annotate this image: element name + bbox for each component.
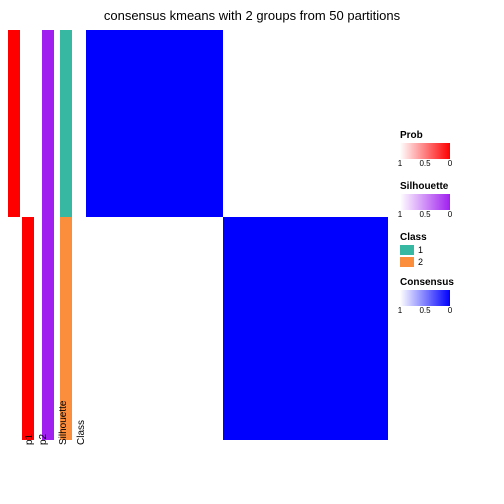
anno-seg bbox=[8, 217, 20, 440]
page-title: consensus kmeans with 2 groups from 50 p… bbox=[0, 8, 504, 23]
heatmap-block bbox=[86, 30, 223, 217]
legend-title: Consensus bbox=[400, 277, 500, 288]
legend-tick: 1 bbox=[398, 306, 402, 315]
legend-tick: 0 bbox=[448, 159, 452, 168]
legends-panel: Prob00.51Silhouette00.51Class12Consensus… bbox=[400, 130, 500, 328]
legend-gradient bbox=[400, 194, 450, 210]
legend-silhouette: Silhouette00.51 bbox=[400, 181, 500, 222]
anno-col-p2 bbox=[22, 30, 34, 440]
anno-seg bbox=[22, 30, 34, 217]
consensus-heatmap bbox=[86, 30, 388, 440]
x-axis-label: p2 bbox=[38, 434, 49, 445]
x-axis-label: Class bbox=[76, 420, 87, 445]
anno-col-silhouette bbox=[42, 30, 54, 440]
legend-tick: 1 bbox=[398, 210, 402, 219]
anno-seg bbox=[22, 217, 34, 440]
anno-col-class bbox=[60, 30, 72, 440]
legend-consensus: Consensus00.51 bbox=[400, 277, 500, 318]
anno-seg bbox=[42, 30, 54, 440]
x-axis-label: p1 bbox=[24, 434, 35, 445]
legend-ticks: 00.51 bbox=[400, 210, 450, 222]
legend-gradient bbox=[400, 290, 450, 306]
legend-class: Class 1 2 bbox=[400, 232, 500, 267]
plot-area bbox=[8, 30, 388, 440]
legend-title: Silhouette bbox=[400, 181, 500, 192]
legend-label: 2 bbox=[418, 257, 423, 267]
legend-title: Prob bbox=[400, 130, 500, 141]
legend-ticks: 00.51 bbox=[400, 159, 450, 171]
legend-tick: 1 bbox=[398, 159, 402, 168]
legend-title: Class bbox=[400, 232, 500, 243]
anno-seg bbox=[60, 30, 72, 217]
x-axis-label: Silhouette bbox=[58, 401, 69, 445]
legend-tick: 0.5 bbox=[419, 210, 430, 219]
legend-gradient bbox=[400, 143, 450, 159]
legend-tick: 0 bbox=[448, 210, 452, 219]
legend-item: 2 bbox=[400, 257, 500, 267]
legend-swatch bbox=[400, 257, 414, 267]
legend-item: 1 bbox=[400, 245, 500, 255]
anno-seg bbox=[8, 30, 20, 217]
legend-prob: Prob00.51 bbox=[400, 130, 500, 171]
anno-col-p1 bbox=[8, 30, 20, 440]
legend-swatch bbox=[400, 245, 414, 255]
legend-label: 1 bbox=[418, 245, 423, 255]
legend-tick: 0.5 bbox=[419, 159, 430, 168]
legend-tick: 0 bbox=[448, 306, 452, 315]
heatmap-block bbox=[223, 217, 388, 440]
legend-tick: 0.5 bbox=[419, 306, 430, 315]
legend-ticks: 00.51 bbox=[400, 306, 450, 318]
